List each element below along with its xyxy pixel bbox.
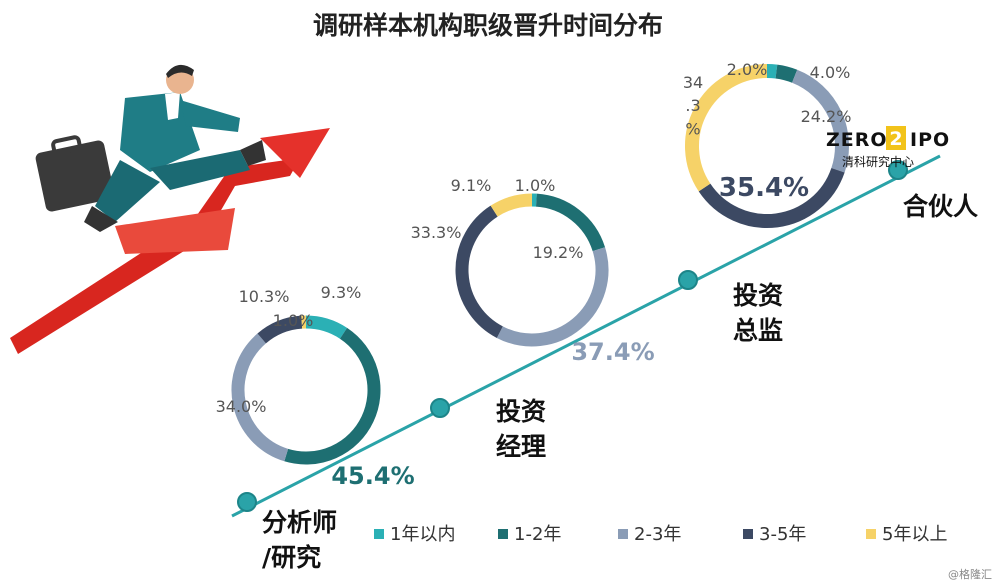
legend-label-3: 2-3年 bbox=[634, 524, 681, 545]
donut-3-label-1: 2.0% bbox=[727, 60, 768, 79]
trend-dot-4 bbox=[888, 160, 908, 180]
donut-1-label-2: 45.4% bbox=[331, 462, 414, 490]
businessman-icon bbox=[35, 64, 266, 232]
donut-2-slice-2 bbox=[535, 193, 606, 252]
rising-arrow-icon bbox=[10, 128, 330, 354]
donut-3-label-2: 4.0% bbox=[810, 63, 851, 82]
trend-dot-3 bbox=[678, 270, 698, 290]
donut-1-label-3: 34.0% bbox=[216, 397, 267, 416]
donut-3-label-3: 24.2% bbox=[801, 107, 852, 126]
legend-label-4: 3-5年 bbox=[759, 524, 806, 545]
donut-1-slice-3 bbox=[231, 333, 289, 462]
donut-1-label-4: 10.3% bbox=[239, 287, 290, 306]
donut-2-slice-3 bbox=[496, 247, 609, 347]
donut-2-label-5: 9.1% bbox=[451, 176, 492, 195]
donut-2-label-1: 1.0% bbox=[515, 176, 556, 195]
donut-1-slice-2 bbox=[284, 327, 381, 465]
donut-3-slice-4 bbox=[698, 167, 845, 228]
donut-2-slice-5 bbox=[490, 193, 533, 217]
legend-label-2: 1-2年 bbox=[514, 524, 561, 545]
donut-1-label-5: 1.0% bbox=[273, 311, 314, 330]
legend-swatch-1 bbox=[374, 529, 384, 539]
category-label-2: 投资经理 bbox=[496, 397, 546, 461]
trend-dot-1 bbox=[237, 492, 257, 512]
logo-sub: 清科研究中心 bbox=[842, 154, 914, 169]
logo-brand-left: ZERO bbox=[826, 129, 888, 151]
donut-2-label-2: 19.2% bbox=[533, 243, 584, 262]
legend-label-1: 1年以内 bbox=[390, 524, 455, 545]
logo-brand-mid: 2 bbox=[889, 128, 902, 150]
donut-2-label-3: 37.4% bbox=[571, 338, 654, 366]
logo-badge bbox=[886, 126, 906, 150]
donut-3-slice-1 bbox=[766, 63, 778, 79]
chart-title: 调研样本机构职级晋升时间分布 bbox=[313, 11, 663, 40]
donut-2-slice-4 bbox=[455, 205, 503, 338]
category-label-1: 分析师/研究 bbox=[262, 508, 337, 572]
donut-1-slice-1 bbox=[305, 315, 348, 339]
donut-3-slice-5 bbox=[685, 64, 768, 192]
category-label-4: 合伙人 bbox=[903, 192, 978, 221]
logo-brand-right: IPO bbox=[910, 129, 950, 151]
donut-2-label-4: 33.3% bbox=[411, 223, 462, 242]
donut-3-label-5: 34.3% bbox=[683, 73, 703, 138]
category-label-3: 投资总监 bbox=[733, 281, 783, 345]
donut-3-label-4: 35.4% bbox=[719, 173, 809, 203]
donut-1-slice-4 bbox=[257, 315, 303, 344]
legend-label-5: 5年以上 bbox=[882, 524, 947, 545]
donut-3-slice-2 bbox=[775, 64, 798, 83]
donut-1-label-1: 9.3% bbox=[321, 283, 362, 302]
watermark: @格隆汇 bbox=[948, 567, 992, 581]
legend-swatch-3 bbox=[618, 529, 628, 539]
legend-swatch-5 bbox=[866, 529, 876, 539]
legend-swatch-2 bbox=[498, 529, 508, 539]
legend-swatch-4 bbox=[743, 529, 753, 539]
trend-dot-2 bbox=[430, 398, 450, 418]
trend-line bbox=[231, 154, 941, 518]
zero2ipo-logo: ZERO 2 IPO 清科研究中心 bbox=[826, 126, 950, 169]
donut-3-slice-3 bbox=[791, 69, 849, 173]
